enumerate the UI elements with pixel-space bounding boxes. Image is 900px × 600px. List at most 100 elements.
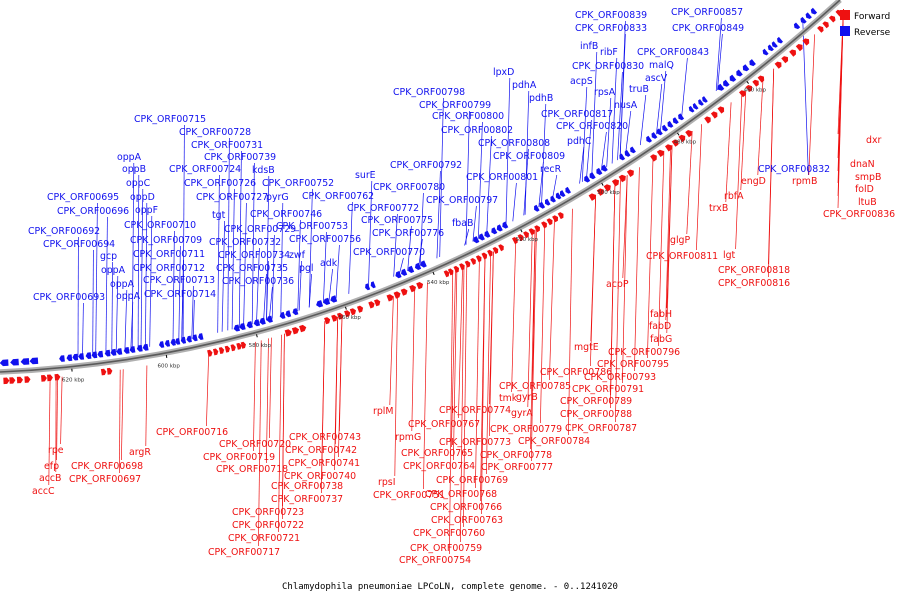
reverse-gene bbox=[473, 236, 480, 244]
reverse-gene-label: oppD bbox=[130, 192, 155, 203]
reverse-leader-line bbox=[552, 174, 558, 200]
reverse-gene-label: CPK_ORF00820 bbox=[556, 121, 628, 132]
reverse-gene bbox=[292, 308, 299, 316]
forward-gene-label: CPK_ORF00765 bbox=[401, 448, 473, 459]
reverse-gene bbox=[408, 265, 415, 273]
forward-gene-label: CPK_ORF00777 bbox=[481, 462, 553, 473]
forward-gene-label: CPK_ORF00763 bbox=[431, 515, 503, 526]
reverse-gene bbox=[123, 347, 130, 354]
reverse-gene bbox=[0, 359, 9, 367]
reverse-gene-label: CPK_ORF00692 bbox=[28, 226, 100, 237]
reverse-gene bbox=[285, 310, 292, 318]
reverse-leader-line bbox=[611, 57, 618, 164]
reverse-gene-label: CPK_ORF00714 bbox=[144, 289, 216, 300]
reverse-leader-line bbox=[639, 94, 647, 146]
reverse-leader-line bbox=[581, 86, 588, 182]
forward-leader-line bbox=[725, 102, 732, 203]
forward-gene-label: CPK_ORF00796 bbox=[608, 347, 680, 358]
reverse-leader-line bbox=[256, 247, 260, 324]
reverse-leader-line bbox=[407, 225, 412, 272]
reverse-gene-label: CPK_ORF00797 bbox=[426, 195, 498, 206]
reverse-gene-label: CPK_ORF00693 bbox=[33, 292, 105, 303]
reverse-gene bbox=[692, 103, 699, 110]
reverse-gene-label: CPK_ORF00709 bbox=[130, 235, 202, 246]
reverse-gene bbox=[136, 344, 143, 352]
scale-tick-label: 480 kbp bbox=[674, 140, 697, 146]
reverse-leader-line bbox=[606, 97, 612, 167]
reverse-gene-label: acpS bbox=[570, 76, 593, 87]
reverse-gene bbox=[198, 333, 204, 340]
forward-gene-label: accC bbox=[32, 486, 55, 497]
forward-gene bbox=[447, 268, 454, 276]
reverse-gene-label: CPK_ORF00798 bbox=[393, 87, 465, 98]
reverse-leader-line bbox=[130, 301, 134, 350]
reverse-leader-line bbox=[115, 275, 119, 353]
forward-leader-line bbox=[119, 369, 121, 474]
forward-gene-label: dnaN bbox=[850, 159, 875, 170]
forward-leader-line bbox=[394, 294, 398, 477]
legend-forward-swatch bbox=[840, 10, 850, 20]
reverse-gene-label: CPK_ORF00843 bbox=[637, 47, 709, 58]
forward-gene-label: rpmG bbox=[395, 432, 421, 443]
legend: Forward Reverse bbox=[840, 10, 891, 38]
reverse-gene bbox=[484, 230, 491, 238]
reverse-leader-line bbox=[221, 220, 225, 332]
reverse-gene bbox=[496, 224, 503, 232]
reverse-leader-line bbox=[802, 20, 809, 176]
forward-gene-label: argR bbox=[129, 447, 151, 458]
forward-leader-line bbox=[453, 268, 458, 461]
forward-gene-label: CPK_ORF00719 bbox=[203, 452, 275, 463]
reverse-gene bbox=[91, 351, 98, 359]
reverse-gene-label: pdhC bbox=[567, 136, 592, 147]
forward-gene-label: CPK_ORF00766 bbox=[430, 502, 502, 513]
reverse-gene bbox=[186, 335, 192, 343]
reverse-gene bbox=[159, 341, 165, 348]
forward-gene bbox=[822, 21, 829, 29]
forward-gene-label: CPK_ORF00759 bbox=[410, 543, 482, 554]
reverse-gene bbox=[667, 120, 674, 128]
reverse-leader-line bbox=[182, 124, 185, 341]
reverse-gene bbox=[589, 172, 596, 180]
forward-gene bbox=[523, 231, 529, 239]
forward-gene bbox=[324, 317, 331, 325]
forward-gene-label: CPK_ORF00764 bbox=[403, 461, 475, 472]
scale-ticks: 460 kbp 480 kbp 500 kbp 520 kbp 540 kbp 560 k… bbox=[62, 80, 767, 384]
reverse-gene-label: nusA bbox=[614, 100, 638, 111]
forward-gene-label: CPK_ORF00697 bbox=[69, 474, 141, 485]
scale-tick-label: 540 kbp bbox=[427, 280, 450, 286]
reverse-gene bbox=[246, 321, 253, 329]
forward-leader-line bbox=[768, 68, 775, 278]
forward-gene-label: CPK_ORF00754 bbox=[399, 555, 471, 566]
forward-leader-line bbox=[808, 34, 815, 176]
forward-leader-line bbox=[458, 266, 463, 419]
reverse-leader-line bbox=[465, 110, 470, 245]
forward-leader-line bbox=[489, 251, 494, 437]
forward-gene bbox=[230, 344, 236, 352]
reverse-gene-label: CPK_ORF00715 bbox=[134, 114, 206, 125]
forward-gene-label: glgP bbox=[670, 235, 691, 246]
reverse-gene bbox=[104, 349, 111, 357]
forward-gene-label: CPK_ORF00760 bbox=[413, 528, 485, 539]
forward-gene-label: CPK_ORF00784 bbox=[518, 436, 590, 447]
forward-gene bbox=[41, 375, 47, 382]
reverse-leader-line bbox=[178, 245, 181, 342]
reverse-gene bbox=[323, 297, 331, 305]
reverse-gene bbox=[545, 198, 551, 206]
forward-gene bbox=[213, 348, 219, 356]
reverse-leader-line bbox=[505, 77, 511, 225]
reverse-gene-label: CPK_ORF00728 bbox=[179, 127, 251, 138]
forward-leader-line bbox=[658, 150, 665, 347]
reverse-leader-line bbox=[297, 219, 301, 312]
scale-tick-label: 460 kbp bbox=[744, 88, 767, 94]
forward-gene-label: efp bbox=[44, 461, 59, 472]
forward-gene bbox=[588, 193, 596, 201]
forward-leader-line bbox=[511, 240, 517, 393]
forward-leader-line bbox=[282, 333, 285, 520]
reverse-leader-line bbox=[591, 51, 598, 177]
reverse-gene-label: rpsA bbox=[594, 87, 616, 98]
reverse-gene bbox=[624, 150, 631, 157]
reverse-leader-line bbox=[308, 273, 312, 308]
forward-gene-label: gyrA bbox=[511, 408, 533, 419]
reverse-gene bbox=[59, 355, 65, 362]
reverse-gene bbox=[630, 146, 636, 154]
